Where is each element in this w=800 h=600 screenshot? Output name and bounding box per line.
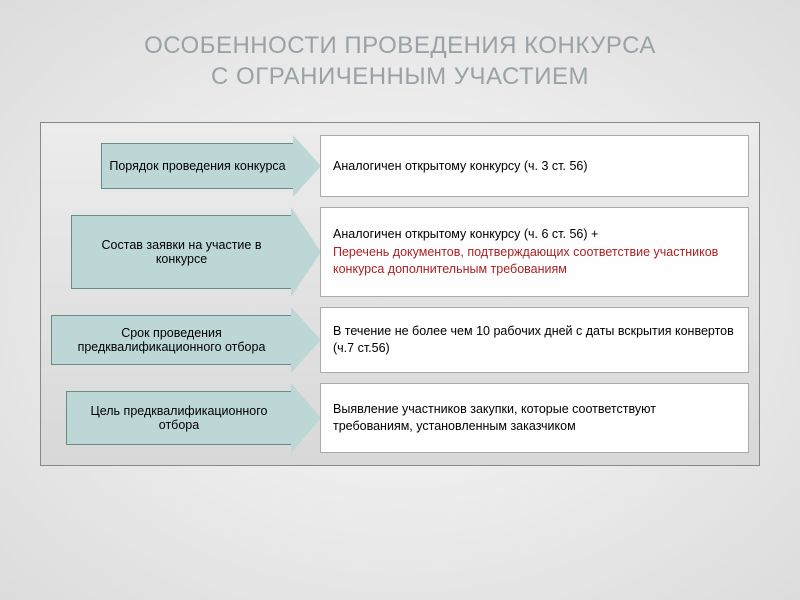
slide: ОСОБЕННОСТИ ПРОВЕДЕНИЯ КОНКУРСА С ОГРАНИ… — [0, 0, 800, 600]
desc-text: Аналогичен открытому конкурсу (ч. 6 ст. … — [333, 226, 736, 244]
arrow-label: Срок проведения предквалификационного от… — [51, 315, 291, 365]
arrow-block: Срок проведения предквалификационного от… — [51, 307, 321, 373]
arrow-label: Порядок проведения конкурса — [101, 143, 293, 189]
description-box: Аналогичен открытому конкурсу (ч. 3 ст. … — [320, 135, 749, 197]
description-box: В течение не более чем 10 рабочих дней с… — [320, 307, 749, 373]
diagram-row: Срок проведения предквалификационного от… — [41, 307, 749, 373]
slide-title: ОСОБЕННОСТИ ПРОВЕДЕНИЯ КОНКУРСА С ОГРАНИ… — [0, 30, 800, 92]
arrow-label: Состав заявки на участие в конкурсе — [71, 215, 291, 289]
arrow-block: Состав заявки на участие в конкурсе — [71, 207, 321, 297]
arrow-head-icon — [291, 307, 321, 373]
desc-text: Аналогичен открытому конкурсу (ч. 3 ст. … — [333, 158, 736, 176]
diagram-panel: Порядок проведения конкурса Аналогичен о… — [40, 122, 760, 466]
title-line-2: С ОГРАНИЧЕННЫМ УЧАСТИЕМ — [211, 63, 589, 90]
description-box: Аналогичен открытому конкурсу (ч. 6 ст. … — [320, 207, 749, 297]
description-box: Выявление участников закупки, которые со… — [320, 383, 749, 453]
desc-red-text: Перечень документов, подтверждающих соот… — [333, 244, 736, 279]
arrow-head-icon — [291, 207, 321, 297]
arrow-block: Порядок проведения конкурса — [101, 135, 321, 197]
desc-text: Выявление участников закупки, которые со… — [333, 401, 736, 436]
desc-text: В течение не более чем 10 рабочих дней с… — [333, 323, 736, 358]
arrow-block: Цель предквалификационного отбора — [66, 383, 321, 453]
diagram-row: Цель предквалификационного отбора Выявле… — [41, 383, 749, 453]
diagram-row: Порядок проведения конкурса Аналогичен о… — [41, 135, 749, 197]
arrow-head-icon — [293, 135, 321, 197]
title-line-1: ОСОБЕННОСТИ ПРОВЕДЕНИЯ КОНКУРСА — [144, 32, 656, 59]
arrow-head-icon — [291, 383, 321, 453]
arrow-label: Цель предквалификационного отбора — [66, 391, 291, 445]
diagram-row: Состав заявки на участие в конкурсе Анал… — [41, 207, 749, 297]
